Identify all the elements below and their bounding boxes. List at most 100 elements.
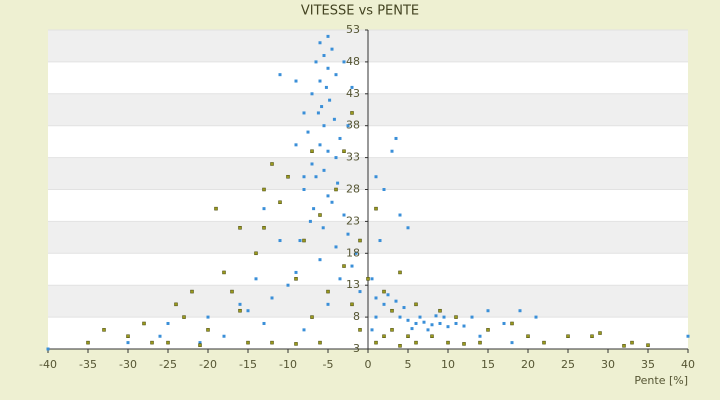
point bbox=[370, 277, 374, 281]
point bbox=[326, 66, 330, 70]
point bbox=[386, 293, 390, 297]
point bbox=[486, 309, 490, 313]
point bbox=[302, 175, 306, 179]
point bbox=[298, 239, 302, 243]
x-tick-label: 25 bbox=[561, 358, 575, 371]
point bbox=[336, 181, 340, 185]
point bbox=[294, 79, 298, 83]
point bbox=[434, 314, 438, 318]
point bbox=[324, 85, 328, 89]
point bbox=[414, 302, 418, 307]
point bbox=[358, 328, 362, 332]
point bbox=[374, 206, 378, 211]
point bbox=[150, 340, 154, 345]
point bbox=[342, 213, 346, 217]
point bbox=[312, 207, 316, 211]
point bbox=[486, 328, 490, 332]
point bbox=[320, 105, 324, 109]
point bbox=[278, 239, 282, 243]
point bbox=[302, 238, 306, 243]
point bbox=[350, 111, 354, 115]
y-tick-label: 43 bbox=[346, 87, 360, 100]
y-tick-label: 38 bbox=[346, 119, 360, 132]
point bbox=[510, 341, 514, 345]
point bbox=[390, 149, 394, 153]
point bbox=[286, 174, 290, 179]
point bbox=[354, 251, 358, 255]
point bbox=[358, 238, 362, 243]
y-tick-label: 13 bbox=[346, 278, 360, 291]
point bbox=[302, 328, 306, 332]
point bbox=[410, 327, 414, 331]
x-tick-label: 35 bbox=[641, 358, 655, 371]
point bbox=[394, 299, 398, 303]
point bbox=[254, 277, 258, 281]
point bbox=[294, 270, 298, 274]
point bbox=[442, 315, 446, 319]
point bbox=[316, 111, 320, 115]
point bbox=[382, 334, 386, 338]
point bbox=[294, 342, 298, 346]
point bbox=[414, 340, 418, 345]
point bbox=[332, 117, 336, 121]
point bbox=[374, 175, 378, 179]
point bbox=[346, 124, 350, 128]
x-tick-label: 30 bbox=[601, 358, 615, 371]
point bbox=[326, 34, 330, 38]
point bbox=[302, 111, 306, 115]
point bbox=[526, 334, 530, 338]
x-tick-label: -30 bbox=[119, 358, 137, 371]
x-tick-label: -5 bbox=[323, 358, 334, 371]
point bbox=[326, 149, 330, 153]
point bbox=[262, 207, 266, 211]
point bbox=[126, 341, 130, 345]
point bbox=[326, 289, 330, 294]
point bbox=[318, 258, 322, 262]
point bbox=[308, 219, 312, 223]
point bbox=[262, 226, 266, 230]
point bbox=[338, 277, 342, 281]
point bbox=[422, 320, 426, 324]
point bbox=[206, 328, 210, 332]
y-tick-label: 18 bbox=[346, 246, 360, 259]
point bbox=[534, 315, 538, 319]
point bbox=[262, 321, 266, 325]
point bbox=[321, 226, 325, 230]
point bbox=[334, 187, 338, 192]
point bbox=[326, 194, 330, 198]
point bbox=[378, 239, 382, 243]
point bbox=[318, 340, 322, 345]
point bbox=[430, 334, 434, 338]
x-tick-label: 15 bbox=[481, 358, 495, 371]
point bbox=[310, 149, 314, 153]
point bbox=[190, 289, 194, 294]
point bbox=[166, 321, 170, 325]
point bbox=[230, 289, 234, 294]
point bbox=[254, 251, 258, 256]
x-tick-label: 0 bbox=[365, 358, 372, 371]
point bbox=[398, 315, 402, 319]
point bbox=[382, 289, 386, 294]
point bbox=[314, 175, 318, 179]
point bbox=[294, 143, 298, 147]
point bbox=[342, 60, 346, 64]
point bbox=[322, 54, 326, 58]
point bbox=[334, 156, 338, 160]
point bbox=[198, 343, 202, 347]
point bbox=[318, 213, 322, 217]
x-tick-label: 10 bbox=[441, 358, 455, 371]
point bbox=[502, 321, 506, 325]
point bbox=[182, 315, 186, 319]
point bbox=[214, 206, 218, 211]
point bbox=[622, 344, 626, 348]
point bbox=[246, 309, 250, 313]
point bbox=[314, 60, 318, 64]
point bbox=[374, 296, 378, 300]
point bbox=[374, 315, 378, 319]
point bbox=[382, 188, 386, 191]
point bbox=[310, 162, 314, 166]
point bbox=[306, 130, 310, 134]
point bbox=[390, 328, 394, 332]
point bbox=[406, 318, 410, 322]
point bbox=[646, 343, 650, 347]
